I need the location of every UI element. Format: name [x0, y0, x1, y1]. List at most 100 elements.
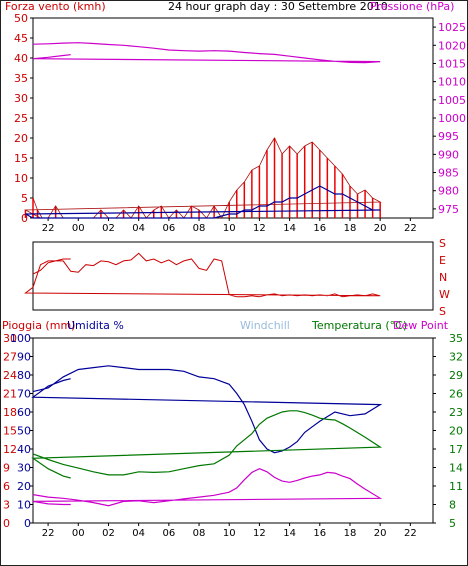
humidity-axis-title: Umidita %	[67, 319, 124, 332]
temp-tick-label: 35	[449, 332, 463, 345]
hour-label: 12	[253, 528, 266, 539]
wind-tick-label: 20	[14, 132, 28, 145]
humidity-tick-label: 50	[17, 425, 31, 438]
humidity-tick-label: 20	[17, 480, 31, 493]
rain-tick-label: 30	[3, 332, 17, 345]
dewpoint-title: Dew Point	[393, 319, 449, 332]
plot-area	[32, 17, 434, 219]
wind-axis-title: Forza vento (kmh)	[5, 0, 106, 13]
wind-tick-label: 30	[14, 92, 28, 105]
humidity-line	[31, 365, 383, 454]
temp-tick-label: 23	[449, 406, 463, 419]
humidity-tick-label: 0	[24, 517, 31, 530]
hour-label: 08	[193, 528, 206, 539]
wind-tick-label: 35	[14, 72, 28, 85]
humidity-tick-label: 60	[17, 406, 31, 419]
hour-label: 20	[374, 528, 387, 539]
wind-tick-label: 10	[14, 172, 28, 185]
direction-plot-area	[32, 241, 434, 311]
pressure-tick-label: 985	[438, 167, 459, 180]
hour-label: 04	[132, 528, 145, 539]
wind-tick-label: 25	[14, 112, 28, 125]
temp-tick-label: 26	[449, 388, 463, 401]
dewpoint-line	[32, 468, 383, 507]
rain-tick-label: 12	[3, 443, 17, 456]
wind-direction-line	[24, 252, 381, 298]
pressure-tick-label: 1015	[438, 57, 466, 70]
rain-tick-label: 9	[3, 462, 10, 475]
chart-title: 24 hour graph day : 30 Settembre 2010	[168, 0, 388, 13]
humidity-tick-label: 80	[17, 369, 31, 382]
humidity-tick-label: 40	[17, 443, 31, 456]
humidity-tick-label: 100	[10, 332, 31, 345]
hour-label: 00	[72, 528, 85, 539]
temp-tick-label: 29	[449, 369, 463, 382]
wind-tick-label: 5	[21, 192, 28, 205]
hour-label: 22	[404, 528, 417, 539]
hour-label: 00	[72, 223, 85, 234]
hour-label: 18	[344, 528, 357, 539]
hour-label: 22	[42, 223, 55, 234]
temp-tick-label: 20	[449, 425, 463, 438]
hour-label: 02	[102, 223, 115, 234]
temp-tick-label: 14	[449, 462, 463, 475]
rain-axis-title: Pioggia (mm)	[2, 319, 75, 332]
hour-label: 12	[253, 223, 266, 234]
compass-label: W	[439, 288, 450, 301]
rain-tick-label: 21	[3, 388, 17, 401]
hour-label: 16	[313, 528, 326, 539]
wind-tick-label: 45	[14, 32, 28, 45]
pressure-tick-label: 995	[438, 130, 459, 143]
pressure-tick-label: 1025	[438, 21, 466, 34]
temp-tick-label: 11	[449, 480, 463, 493]
wind-tick-label: 0	[21, 212, 28, 225]
temp-tick-label: 17	[449, 443, 463, 456]
hour-label: 06	[162, 528, 175, 539]
humidity-tick-label: 70	[17, 388, 31, 401]
hour-label: 16	[313, 223, 326, 234]
humidity-tick-label: 90	[17, 351, 31, 364]
gust-line	[25, 185, 381, 219]
pressure-axis-title: Pressione (hPa)	[370, 0, 454, 13]
hour-label: 18	[344, 223, 357, 234]
hour-label: 10	[223, 528, 236, 539]
hour-label: 20	[374, 223, 387, 234]
hour-label: 10	[223, 223, 236, 234]
windchill-title: Windchill	[240, 319, 290, 332]
rain-tick-label: 24	[3, 369, 17, 382]
pressure-tick-label: 1020	[438, 39, 466, 52]
compass-label: N	[439, 271, 447, 284]
pressure-tick-label: 980	[438, 185, 459, 198]
compass-label: E	[439, 254, 446, 267]
hour-label: 02	[102, 528, 115, 539]
pressure-line	[32, 42, 381, 64]
hour-label: 22	[42, 528, 55, 539]
hour-label: 04	[132, 223, 145, 234]
temp-tick-label: 5	[449, 517, 456, 530]
hour-label: 22	[404, 223, 417, 234]
pressure-tick-label: 975	[438, 203, 459, 216]
pressure-tick-label: 990	[438, 148, 459, 161]
compass-label: S	[439, 305, 446, 318]
humidity-tick-label: 30	[17, 462, 31, 475]
temp-tick-label: 8	[449, 499, 456, 512]
rain-tick-label: 15	[3, 425, 17, 438]
hour-label: 14	[283, 223, 296, 234]
temperature-axis-title: Temperatura (°C)	[311, 319, 407, 332]
wind-tick-label: 50	[14, 12, 28, 25]
wind-pressure-panel: 0510152025303540455097598098599099510001…	[14, 12, 466, 234]
hour-label: 14	[283, 528, 296, 539]
rain-tick-label: 3	[3, 499, 10, 512]
pressure-tick-label: 1005	[438, 94, 466, 107]
rain-tick-label: 27	[3, 351, 17, 364]
temp-plot-area	[32, 337, 434, 524]
humidity-tick-label: 10	[17, 499, 31, 512]
rain-tick-label: 18	[3, 406, 17, 419]
temperature-line	[31, 410, 383, 479]
wind-tick-label: 15	[14, 152, 28, 165]
rain-tick-label: 6	[3, 480, 10, 493]
wind-tick-label: 40	[14, 52, 28, 65]
